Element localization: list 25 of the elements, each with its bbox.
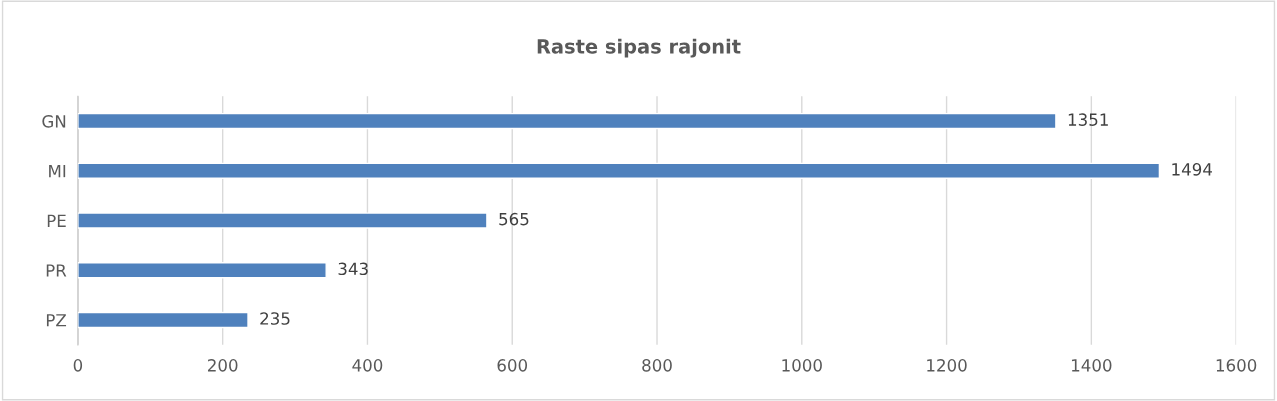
y-tick-label: PR [46,264,67,277]
x-tick-label: 0 [73,359,83,372]
x-tick-label: 400 [352,359,383,372]
chart-title: Raste sipas rajonit [537,38,741,58]
x-tick-label: 1400 [1071,359,1112,372]
bar [77,212,488,229]
x-tick-label: 800 [642,359,672,372]
data-label: 1351 [1068,113,1108,126]
y-tick-label: PE [47,214,66,227]
bar [77,262,327,279]
bar [77,311,249,329]
data-label: 1494 [1172,163,1212,176]
x-tick-label: 1200 [927,359,967,372]
x-tick-label: 1600 [1216,359,1257,372]
y-tick-label: GN [42,115,66,128]
bar [77,112,1057,130]
x-tick-label: 1000 [782,359,822,372]
data-label: 565 [499,212,529,226]
data-label: 343 [338,262,368,276]
data-label: 235 [260,312,290,325]
x-tick-label: 200 [207,359,238,372]
y-tick-label: MI [49,165,66,178]
bar [77,162,1161,179]
x-tick-label: 600 [497,359,528,372]
y-tick-label: PZ [46,314,67,327]
